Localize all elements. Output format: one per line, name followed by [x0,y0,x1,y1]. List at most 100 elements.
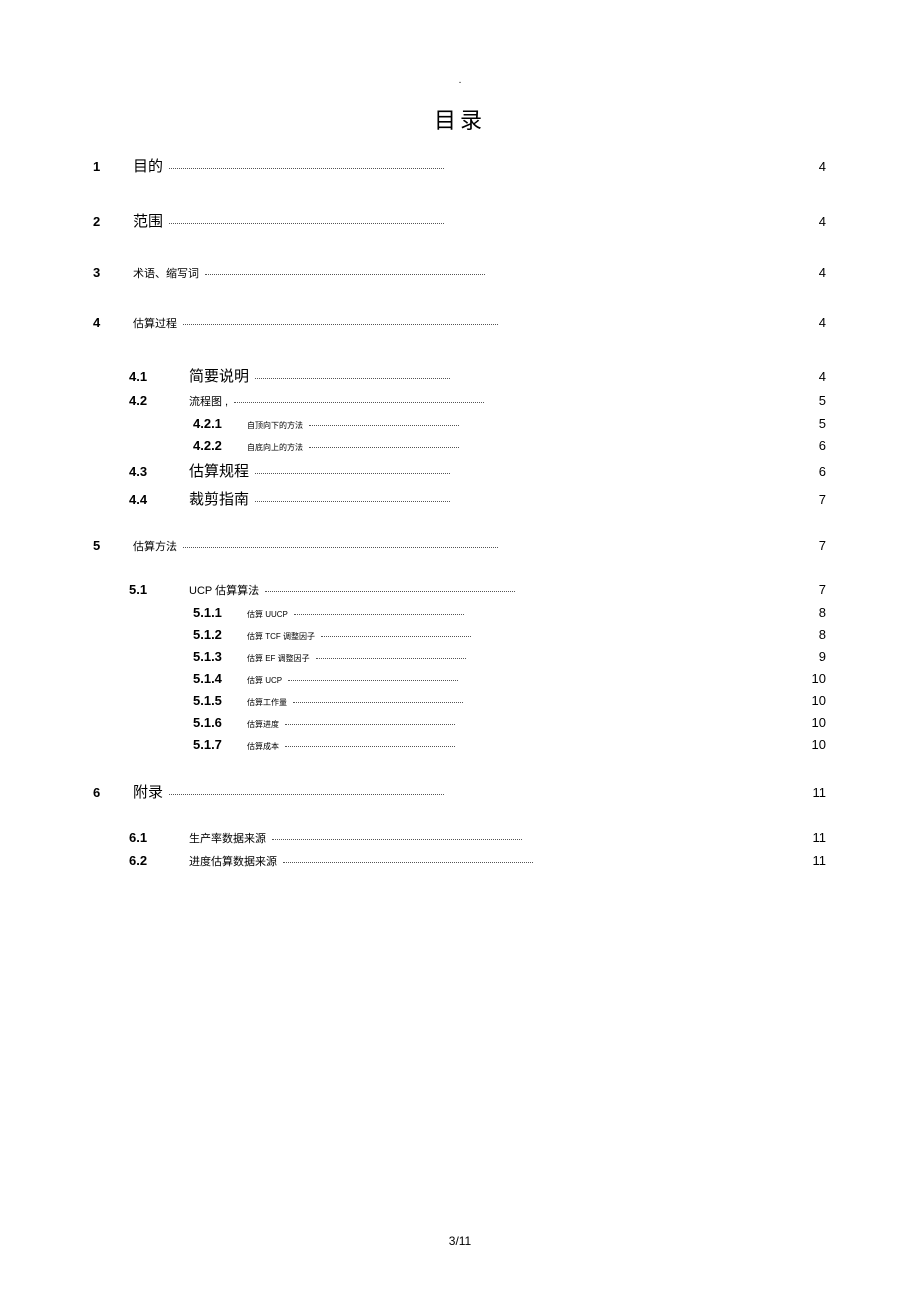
toc-leader [169,223,444,224]
toc-leader [321,636,471,637]
toc-leader [169,794,444,795]
toc-leader [183,547,498,548]
toc-number: 5.1.5 [193,693,247,708]
toc-label: UCP 估算算法 [189,582,259,598]
toc-label: 术语、缩写词 [133,265,199,281]
toc-entry: 4.2 流程图 , 5 [93,393,826,409]
toc-page: 5 [819,393,826,408]
toc-leader [169,168,444,169]
toc-entry: 6 附录 11 [93,781,826,802]
toc-entry: 5.1.4 估算 UCP 10 [93,671,826,686]
toc-leader [255,501,450,502]
toc-spacer [93,759,826,781]
toc-entry: 4.3 估算规程 6 [93,460,826,481]
toc-leader [255,473,450,474]
toc-label: 估算 UUCP [247,609,288,620]
toc-page: 4 [819,315,826,330]
page-footer: 3/11 [0,1234,920,1248]
toc-leader [255,378,450,379]
toc-label: 范围 [133,210,163,231]
toc-page: 10 [812,715,826,730]
toc-label: 估算 EF 调整因子 [247,653,310,664]
toc-label: 估算过程 [133,315,177,331]
toc-entry: 5.1.3 估算 EF 调整因子 9 [93,649,826,664]
toc-leader [272,839,522,840]
toc-entry: 5.1.1 估算 UUCP 8 [93,605,826,620]
toc-number: 6 [93,785,133,800]
toc-number: 5.1.7 [193,737,247,752]
toc-number: 4.1 [129,369,189,384]
toc-page: 11 [813,830,827,845]
toc-label: 估算 TCF 调整因子 [247,631,315,642]
toc-number: 4.2 [129,393,189,408]
toc-number: 2 [93,214,133,229]
toc-entry: 3 术语、缩写词 4 [93,265,826,281]
toc-entry: 5.1 UCP 估算算法 7 [93,582,826,598]
toc-page: 11 [813,853,827,868]
toc-leader [234,402,484,403]
toc-entry: 5.1.6 估算进度 10 [93,715,826,730]
toc-entry: 5 估算方法 7 [93,538,826,554]
toc-label: 估算 UCP [247,675,282,686]
toc-page: 8 [819,627,826,642]
toc-label: 自顶向下的方法 [247,420,303,431]
toc-number: 5.1.2 [193,627,247,642]
toc-label: 简要说明 [189,365,249,386]
page-dot-mark: . [459,75,462,86]
toc-entry: 4.2.1 自顶向下的方法 5 [93,416,826,431]
toc-number: 4.2.1 [193,416,247,431]
toc-label: 附录 [133,781,163,802]
toc-label: 自底向上的方法 [247,442,303,453]
toc-number: 4.2.2 [193,438,247,453]
toc-page: 9 [819,649,826,664]
toc-page: 4 [819,159,826,174]
toc-number: 5.1.1 [193,605,247,620]
toc-label: 估算工作量 [247,697,287,708]
toc-page: 4 [819,265,826,280]
toc-number: 3 [93,265,133,280]
toc-title: 目录 [0,103,920,135]
toc-entry: 1 目的 4 [93,155,826,176]
toc-page: 4 [819,214,826,229]
toc-page: 7 [819,582,826,597]
toc-number: 6.2 [129,853,189,868]
toc-leader [283,862,533,863]
toc-label: 目的 [133,155,163,176]
toc-label: 估算规程 [189,460,249,481]
toc-entry: 5.1.5 估算工作量 10 [93,693,826,708]
toc-page: 6 [819,438,826,453]
toc-leader [309,447,459,448]
toc-page: 5 [819,416,826,431]
toc-number: 5.1.3 [193,649,247,664]
toc-number: 5 [93,538,133,553]
toc-number: 5.1.6 [193,715,247,730]
table-of-contents: 1 目的 4 2 范围 4 3 术语、缩写词 4 4 估算过程 4 4.1 简要… [93,155,826,876]
toc-leader [316,658,466,659]
toc-page: 8 [819,605,826,620]
toc-entry: 2 范围 4 [93,210,826,231]
toc-number: 5.1.4 [193,671,247,686]
toc-number: 6.1 [129,830,189,845]
toc-page: 10 [812,671,826,686]
toc-number: 5.1 [129,582,189,597]
toc-page: 7 [819,538,826,553]
toc-entry: 4.1 简要说明 4 [93,365,826,386]
toc-label: 流程图 , [189,393,228,409]
toc-leader [293,702,463,703]
toc-leader [183,324,498,325]
toc-number: 4.4 [129,492,189,507]
toc-entry: 4.4 裁剪指南 7 [93,488,826,509]
toc-label: 生产率数据来源 [189,830,266,846]
toc-leader [205,274,485,275]
toc-label: 估算成本 [247,741,279,752]
toc-label: 估算方法 [133,538,177,554]
toc-page: 10 [812,693,826,708]
toc-leader [294,614,464,615]
toc-leader [285,724,455,725]
toc-spacer [93,516,826,538]
toc-entry: 6.1 生产率数据来源 11 [93,830,826,846]
toc-number: 4.3 [129,464,189,479]
toc-entry: 4.2.2 自底向上的方法 6 [93,438,826,453]
toc-entry: 5.1.2 估算 TCF 调整因子 8 [93,627,826,642]
toc-label: 估算进度 [247,719,279,730]
